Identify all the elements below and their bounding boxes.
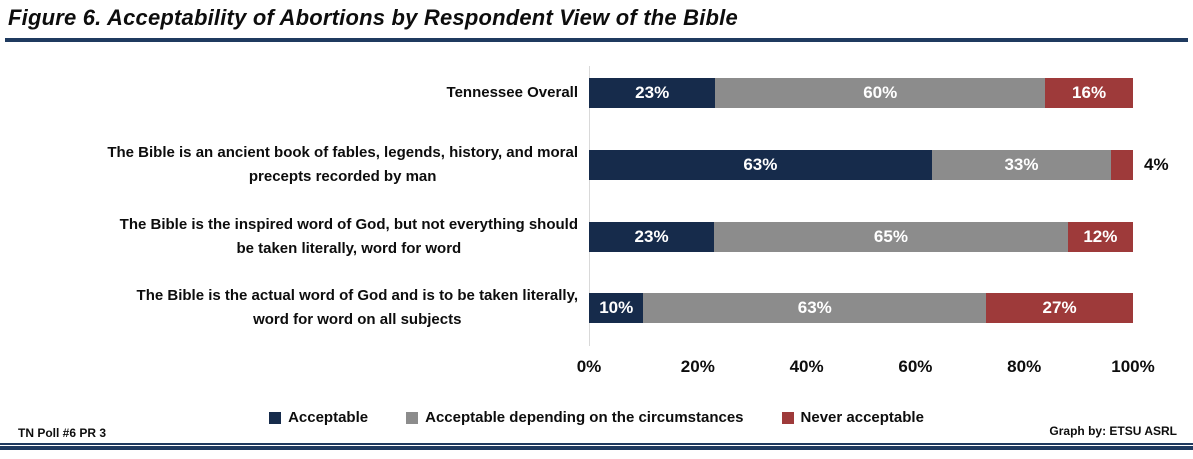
category-label: The Bible is an ancient book of fables, …	[107, 141, 578, 189]
page-title: Figure 6. Acceptability of Abortions by …	[8, 5, 738, 30]
data-label: 63%	[797, 298, 832, 317]
x-tick-label: 40%	[789, 357, 824, 376]
legend-label: Never acceptable	[800, 409, 924, 426]
legend-swatch-icon	[269, 411, 282, 424]
bar-row: 23% 60% 16%	[589, 78, 1134, 108]
data-label: 10%	[599, 298, 634, 317]
bar-segment-gray: 65%	[714, 222, 1068, 252]
bar-segment-navy: 10%	[589, 293, 644, 323]
data-label: 33%	[1004, 155, 1039, 174]
legend-item: Acceptable	[269, 409, 368, 426]
data-label: 60%	[863, 83, 898, 102]
data-label: 16%	[1072, 83, 1107, 102]
data-label: 12%	[1083, 227, 1118, 246]
bar-segment-navy: 23%	[589, 222, 715, 252]
x-tick-label: 100%	[1111, 357, 1155, 376]
legend: Acceptable Acceptable depending on the ci…	[0, 409, 1193, 426]
category-label: Tennessee Overall	[447, 81, 578, 105]
category-label-line: The Bible is the inspired word of God, b…	[119, 216, 578, 233]
bar-row: 63% 33%	[589, 150, 1133, 180]
bar-segment-gray: 63%	[643, 293, 987, 323]
bar-segment-red: 12%	[1067, 222, 1133, 252]
x-tick-label: 80%	[1007, 357, 1042, 376]
bar-row: 23% 65% 12%	[589, 222, 1133, 252]
legend-label: Acceptable depending on the circumstance…	[425, 409, 744, 426]
category-label-line: The Bible is the actual word of God and …	[136, 287, 578, 304]
bar-segment-navy: 63%	[589, 150, 932, 180]
y-axis-line	[589, 66, 590, 346]
data-label-outside: 4%	[1144, 155, 1169, 174]
x-tick-label: 0%	[576, 357, 602, 376]
bar-segment-red	[1111, 150, 1133, 180]
category-label-line: word for word on all subjects	[253, 311, 462, 328]
data-label: 65%	[873, 227, 908, 246]
bottom-rule	[0, 443, 1193, 450]
legend-item: Acceptable depending on the circumstance…	[406, 409, 744, 426]
x-tick-label: 60%	[898, 357, 933, 376]
bar-row: 10% 63% 27%	[589, 293, 1133, 323]
category-label-line: be taken literally, word for word	[236, 240, 462, 257]
data-label: 23%	[635, 83, 670, 102]
data-label: 27%	[1042, 298, 1077, 317]
bar-segment-gray: 33%	[931, 150, 1112, 180]
category-label-line: The Bible is an ancient book of fables, …	[107, 144, 578, 161]
category-label-line: precepts recorded by man	[248, 168, 437, 185]
data-label: 63%	[743, 155, 778, 174]
legend-swatch-icon	[781, 411, 794, 424]
footer-source-note: TN Poll #6 PR 3	[18, 426, 107, 440]
bar-segment-navy: 23%	[589, 78, 716, 108]
legend-label: Acceptable	[288, 409, 369, 426]
category-label: The Bible is the actual word of God and …	[137, 284, 578, 332]
title-rule	[5, 38, 1188, 42]
legend-swatch-icon	[406, 411, 419, 424]
bar-segment-gray: 60%	[715, 78, 1046, 108]
data-label: 23%	[634, 227, 669, 246]
category-label-line: Tennessee Overall	[446, 84, 578, 101]
category-label: The Bible is the inspired word of God, b…	[120, 213, 578, 261]
legend-item: Never acceptable	[781, 409, 924, 426]
bar-segment-red: 16%	[1045, 78, 1134, 108]
footer-credit: Graph by: ETSU ASRL	[1049, 424, 1177, 438]
x-tick-label: 20%	[680, 357, 715, 376]
bar-segment-red: 27%	[986, 293, 1133, 323]
